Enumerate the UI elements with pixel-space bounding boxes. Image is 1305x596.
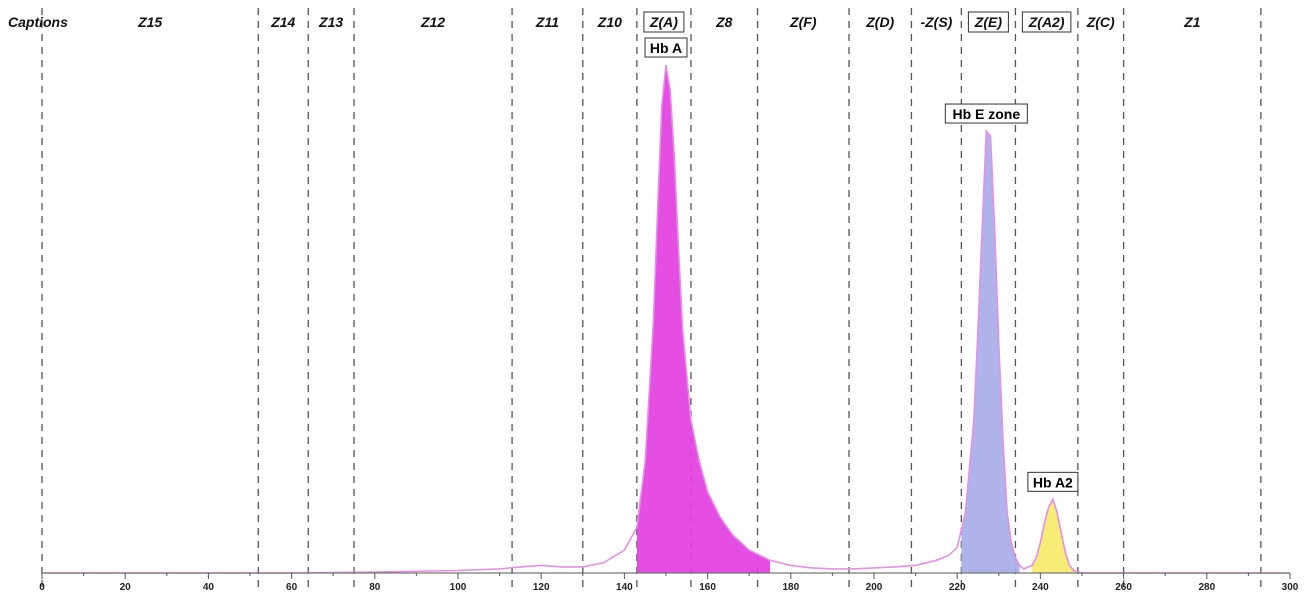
x-tick-label: 100: [450, 582, 467, 593]
zone-label-box: [967, 11, 1009, 33]
zone-label: Z8: [715, 14, 733, 30]
zone-label: Z(A): [649, 14, 678, 30]
zone-label-box: [1021, 11, 1072, 33]
x-tick-label: 140: [616, 582, 633, 593]
trace-line: [42, 64, 1290, 574]
peak-label: Hb A: [650, 40, 682, 56]
zone-label: Z14: [270, 14, 295, 30]
peak-fill: [1032, 499, 1078, 573]
x-tick-label: 240: [1032, 582, 1049, 593]
zone-label: Z13: [318, 14, 343, 30]
trace: [42, 64, 1290, 574]
x-tick-label: 20: [120, 582, 132, 593]
zone-labels: Z15 Z14 Z13 Z12 Z11 Z10 Z(A) Z8 Z(F) Z(D) -Z(S) Z(E…: [137, 11, 1201, 33]
peak-labels: Hb A Hb E zone Hb A2: [644, 37, 1079, 492]
zone-label: Z15: [137, 14, 162, 30]
x-tick-label: 300: [1282, 582, 1299, 593]
x-tick-label: 80: [369, 582, 381, 593]
x-tick-label: 200: [866, 582, 883, 593]
peak-fill: [636, 65, 770, 573]
zone-label-box: [643, 11, 685, 33]
zone-label: Z12: [420, 14, 445, 30]
x-axis: 0 20 40 60 80 100 120 140 160 180 200 220 240 260 280 3…: [39, 572, 1299, 593]
peak-label-box: [644, 37, 688, 58]
zone-label: Z1: [1183, 14, 1201, 30]
zones-title: Captions: [8, 14, 68, 30]
x-tick-label: 60: [286, 582, 298, 593]
x-tick-label: 0: [39, 582, 45, 593]
peak-label: Hb A2: [1033, 474, 1073, 490]
peak-fills: [636, 65, 1078, 573]
x-tick-label: 220: [949, 582, 966, 593]
zone-label: Z(E): [974, 14, 1003, 30]
zone-label: -Z(S): [920, 14, 952, 30]
zone-label: Z(A2): [1028, 14, 1065, 30]
zone-label: Z(F): [789, 14, 817, 30]
zone-label: Z10: [597, 14, 622, 30]
peak-label-box: [944, 103, 1028, 124]
zone-label: Z(D): [865, 14, 894, 30]
x-tick-label: 260: [1115, 582, 1132, 593]
peak-label-box: [1027, 471, 1079, 492]
x-tick-label: 120: [533, 582, 550, 593]
x-tick-label: 160: [699, 582, 716, 593]
peak-fill: [961, 131, 1020, 573]
x-tick-label: 180: [782, 582, 799, 593]
zone-label: Z11: [535, 14, 559, 30]
peak-label: Hb E zone: [952, 106, 1020, 122]
zone-label: Z(C): [1086, 14, 1115, 30]
x-tick-label: 280: [1198, 582, 1215, 593]
x-tick-label: 40: [203, 582, 215, 593]
